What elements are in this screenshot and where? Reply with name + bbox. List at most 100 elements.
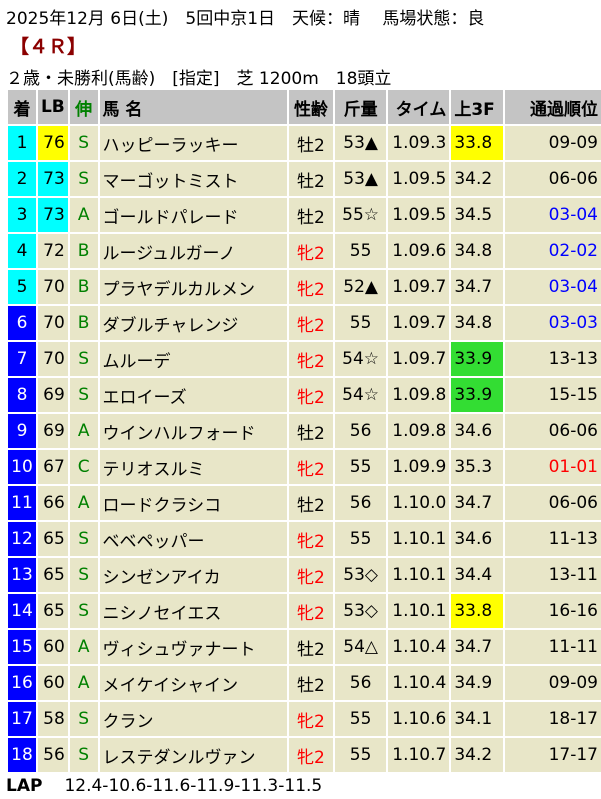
cell-rank: 7 — [8, 342, 36, 376]
cell-nobi: S — [69, 162, 98, 196]
cell-weight: 55 — [334, 702, 387, 736]
cell-lb: 60 — [37, 630, 68, 664]
cell-time: 1.09.7 — [388, 342, 450, 376]
table-row: 6 70 B ダブルチャレンジ 牝2 55 1.09.7 34.8 03-03 — [8, 306, 601, 340]
cell-name: プラヤデルカルメン — [99, 270, 288, 304]
cell-pass: 03-04 — [505, 270, 601, 304]
cell-nobi: B — [69, 270, 98, 304]
cell-lb: 67 — [37, 450, 68, 484]
cell-sex: 牝2 — [289, 378, 333, 412]
cell-lb: 65 — [37, 558, 68, 592]
table-row: 7 70 S ムルーデ 牝2 54☆ 1.09.7 33.9 13-13 — [8, 342, 601, 376]
cell-f3: 33.9 — [451, 342, 504, 376]
cell-sex: 牝2 — [289, 738, 333, 772]
table-row: 18 56 S レステダンルヴァン 牝2 55 1.10.7 34.2 17-17 — [8, 738, 601, 772]
cell-nobi: A — [69, 414, 98, 448]
cell-rank: 10 — [8, 450, 36, 484]
cell-pass: 06-06 — [505, 486, 601, 520]
cell-sex: 牝2 — [289, 522, 333, 556]
cell-time: 1.09.7 — [388, 306, 450, 340]
cell-pass: 01-01 — [505, 450, 601, 484]
cell-time: 1.10.1 — [388, 558, 450, 592]
cell-time: 1.09.6 — [388, 234, 450, 268]
cell-name: ダブルチャレンジ — [99, 306, 288, 340]
cell-time: 1.10.1 — [388, 594, 450, 628]
cell-rank: 4 — [8, 234, 36, 268]
cell-f3: 34.5 — [451, 198, 504, 232]
cell-name: マーゴットミスト — [99, 162, 288, 196]
cell-sex: 牝2 — [289, 702, 333, 736]
cell-sex: 牝2 — [289, 594, 333, 628]
cell-lb: 60 — [37, 666, 68, 700]
cell-f3: 33.8 — [451, 126, 504, 160]
cell-time: 1.09.8 — [388, 378, 450, 412]
header-sex: 性齢 — [289, 90, 333, 124]
table-row: 5 70 B プラヤデルカルメン 牝2 52▲ 1.09.7 34.7 03-04 — [8, 270, 601, 304]
cell-f3: 34.7 — [451, 270, 504, 304]
table-row: 8 69 S エロイーズ 牝2 54☆ 1.09.8 33.9 15-15 — [8, 378, 601, 412]
cell-pass: 09-09 — [505, 666, 601, 700]
cell-rank: 6 — [8, 306, 36, 340]
header-pass: 通過順位 — [505, 90, 601, 124]
table-row: 14 65 S ニシノセイエス 牝2 53◇ 1.10.1 33.8 16-16 — [8, 594, 601, 628]
cell-time: 1.09.5 — [388, 198, 450, 232]
cell-pass: 11-13 — [505, 522, 601, 556]
cell-weight: 53◇ — [334, 594, 387, 628]
cell-nobi: S — [69, 558, 98, 592]
cell-sex: 牡2 — [289, 666, 333, 700]
cell-time: 1.10.7 — [388, 738, 450, 772]
table-row: 15 60 A ヴィシュヴァナート 牡2 54△ 1.10.4 34.7 11-11 — [8, 630, 601, 664]
cell-nobi: S — [69, 702, 98, 736]
cell-weight: 54☆ — [334, 342, 387, 376]
cell-lb: 70 — [37, 306, 68, 340]
cell-time: 1.10.6 — [388, 702, 450, 736]
cell-name: テリオスルミ — [99, 450, 288, 484]
header-weight: 斤量 — [334, 90, 387, 124]
cell-rank: 14 — [8, 594, 36, 628]
table-row: 10 67 C テリオスルミ 牝2 55 1.09.9 35.3 01-01 — [8, 450, 601, 484]
cell-lb: 72 — [37, 234, 68, 268]
cell-time: 1.10.0 — [388, 486, 450, 520]
cell-nobi: S — [69, 126, 98, 160]
table-row: 9 69 A ウインハルフォード 牡2 56 1.09.8 34.6 06-06 — [8, 414, 601, 448]
cell-nobi: B — [69, 234, 98, 268]
cell-weight: 55 — [334, 738, 387, 772]
cell-time: 1.09.8 — [388, 414, 450, 448]
cell-weight: 56 — [334, 486, 387, 520]
cell-f3: 34.2 — [451, 738, 504, 772]
cell-rank: 1 — [8, 126, 36, 160]
cell-lb: 66 — [37, 486, 68, 520]
header-name: 馬 名 — [99, 90, 288, 124]
cell-name: シンゼンアイカ — [99, 558, 288, 592]
cell-lb: 65 — [37, 594, 68, 628]
cell-f3: 34.8 — [451, 234, 504, 268]
cell-time: 1.09.9 — [388, 450, 450, 484]
cell-lb: 73 — [37, 162, 68, 196]
cell-pass: 03-04 — [505, 198, 601, 232]
table-row: 2 73 S マーゴットミスト 牡2 53▲ 1.09.5 34.2 06-06 — [8, 162, 601, 196]
cell-nobi: B — [69, 306, 98, 340]
cell-weight: 53▲ — [334, 126, 387, 160]
header-nobi: 伸 — [69, 90, 98, 124]
cell-rank: 13 — [8, 558, 36, 592]
cell-nobi: S — [69, 378, 98, 412]
cell-lb: 73 — [37, 198, 68, 232]
cell-rank: 17 — [8, 702, 36, 736]
cell-rank: 11 — [8, 486, 36, 520]
cell-f3: 34.9 — [451, 666, 504, 700]
cell-sex: 牝2 — [289, 234, 333, 268]
lap-label: LAP — [6, 776, 43, 796]
cell-lb: 70 — [37, 342, 68, 376]
cell-f3: 34.4 — [451, 558, 504, 592]
cell-name: クラン — [99, 702, 288, 736]
race-conditions: ２歳・未勝利(馬齢) [指定] 芝 1200m 18頭立 — [6, 69, 392, 89]
cell-pass: 06-06 — [505, 162, 601, 196]
cell-name: ムルーデ — [99, 342, 288, 376]
table-row: 17 58 S クラン 牝2 55 1.10.6 34.1 18-17 — [8, 702, 601, 736]
cell-name: ルージュルガーノ — [99, 234, 288, 268]
cell-rank: 12 — [8, 522, 36, 556]
table-row: 11 66 A ロードクラシコ 牡2 56 1.10.0 34.7 06-06 — [8, 486, 601, 520]
cell-time: 1.09.5 — [388, 162, 450, 196]
cell-nobi: S — [69, 522, 98, 556]
cell-f3: 34.7 — [451, 486, 504, 520]
